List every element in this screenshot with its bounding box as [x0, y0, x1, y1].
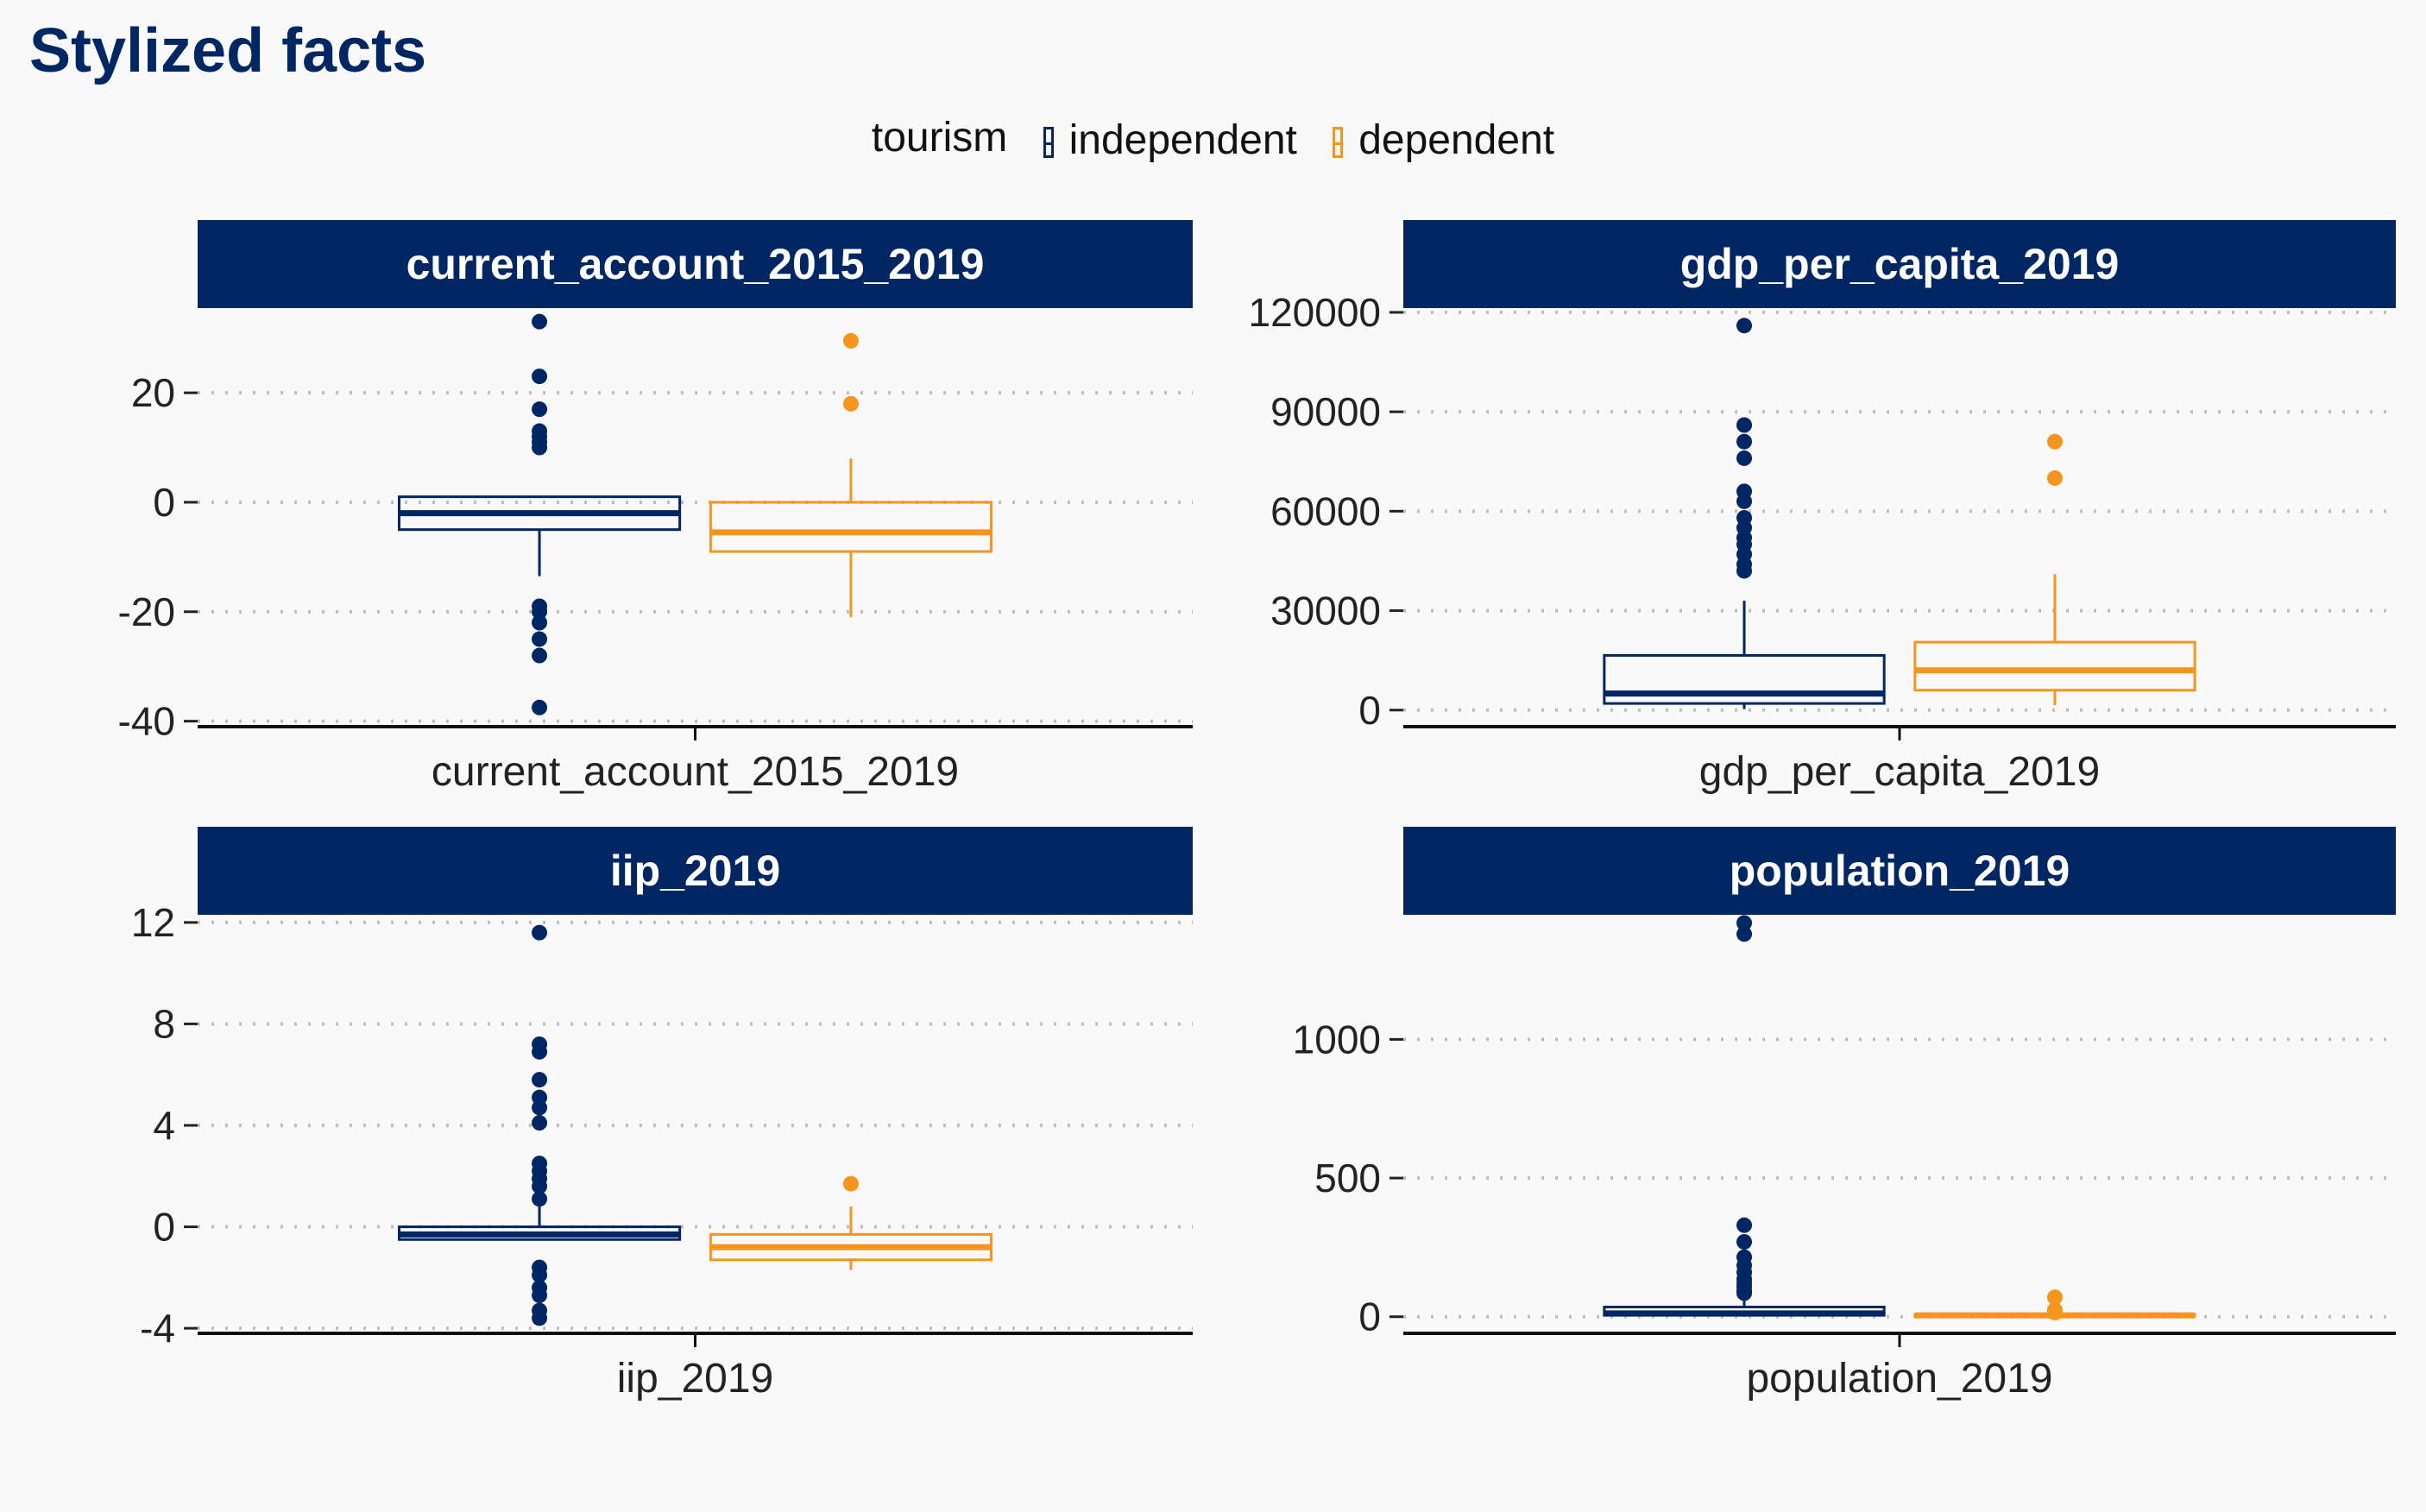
outlier-point [532, 1043, 548, 1060]
y-tick-label: 30000 [1270, 589, 1381, 633]
outlier-point [532, 401, 548, 418]
outlier-point [842, 395, 859, 412]
outlier-point [532, 924, 548, 941]
box-independent [397, 313, 682, 715]
box-dependent [709, 1175, 993, 1270]
legend-item-dependent: dependent [1333, 117, 1554, 164]
outlier-point [2046, 1289, 2063, 1306]
facet-strip-label: current_account_2015_2019 [406, 240, 985, 288]
outlier-point [532, 1072, 548, 1088]
y-tick-label: 0 [153, 1205, 175, 1250]
outlier-point [1736, 1233, 1753, 1250]
legend-key-dependent [1333, 127, 1344, 159]
box-independent [1603, 915, 1886, 1317]
facet-panel-population-2019: population_2019 0 500 1000 population_2019 [1293, 827, 2396, 1402]
y-tick-label: 500 [1314, 1156, 1381, 1200]
outlier-point [532, 439, 548, 456]
facet-strip [198, 220, 1193, 308]
box-iqr [1913, 640, 2196, 692]
outlier-point [1736, 433, 1753, 450]
y-tick-label: 0 [153, 480, 175, 525]
outlier-point [2046, 433, 2063, 450]
outlier-point [532, 614, 548, 631]
facet-strip-label: population_2019 [1730, 847, 2070, 895]
outlier-point [532, 1115, 548, 1131]
y-tick-label: 0 [1358, 1295, 1381, 1339]
y-tick-label: 120000 [1249, 290, 1382, 335]
facet-panel-gdp-per-capita-2019: gdp_per_capita_2019 0 30000 60000 90000 12000… [1249, 220, 2396, 795]
outlier-point [1736, 563, 1753, 579]
outlier-point [1736, 318, 1753, 334]
outlier-point [1736, 926, 1753, 942]
box-dependent [1913, 1289, 2196, 1320]
box-independent [397, 924, 682, 1326]
facet-panel-iip-2019: iip_2019 -4 0 4 8 12 iip_2019 [131, 827, 1193, 1402]
outlier-point [1736, 450, 1753, 466]
outlier-point [1736, 417, 1753, 433]
outlier-point [2046, 1304, 2063, 1320]
outlier-point [842, 332, 859, 349]
x-category-label: iip_2019 [617, 1356, 774, 1402]
legend-label-dependent: dependent [1358, 117, 1555, 163]
outlier-point [532, 1191, 548, 1207]
y-tick-label: 20 [131, 370, 175, 415]
legend: tourism independent dependent [0, 114, 2426, 164]
box-iqr [709, 501, 993, 553]
outlier-point [1736, 915, 1753, 931]
outlier-point [532, 369, 548, 385]
y-tick-label: 1000 [1293, 1017, 1381, 1062]
y-tick-label: 8 [153, 1001, 175, 1046]
y-tick-label: -20 [118, 589, 175, 634]
y-tick-label: -4 [140, 1306, 175, 1351]
legend-item-independent: independent [1043, 117, 1297, 164]
x-category-label: gdp_per_capita_2019 [1699, 749, 2100, 795]
box-iqr [1603, 653, 1886, 705]
outlier-point [2046, 469, 2063, 486]
y-tick-label: 90000 [1270, 389, 1381, 434]
outlier-point [532, 1310, 548, 1326]
box-dependent [709, 332, 993, 618]
outlier-point [1736, 493, 1753, 509]
x-category-label: population_2019 [1746, 1356, 2052, 1402]
facet-strip [1403, 827, 2396, 915]
facet-strip-label: gdp_per_capita_2019 [1680, 240, 2120, 288]
outlier-point [532, 1099, 548, 1116]
y-tick-label: 0 [1358, 688, 1381, 733]
facet-strip-label: iip_2019 [610, 847, 780, 895]
outlier-point [842, 1175, 859, 1192]
outlier-point [532, 1287, 548, 1303]
x-category-label: current_account_2015_2019 [432, 749, 959, 795]
outlier-point [532, 699, 548, 715]
y-tick-label: 60000 [1270, 488, 1381, 533]
outlier-point [1736, 1217, 1753, 1233]
outlier-point [532, 631, 548, 647]
outlier-point [532, 1178, 548, 1194]
outlier-point [532, 313, 548, 330]
outlier-point [532, 1267, 548, 1283]
outlier-point [532, 603, 548, 620]
legend-label-independent: independent [1068, 117, 1297, 163]
box-dependent [1913, 433, 2196, 706]
y-tick-label: -40 [118, 699, 175, 744]
outlier-point [532, 647, 548, 664]
facet-panel-current-account-2015-2019: current_account_2015_2019 -40 -20 0 20 curren… [118, 220, 1193, 795]
box-independent [1603, 318, 1886, 709]
page-title: Stylized facts [29, 16, 427, 85]
facet-strip [198, 827, 1193, 915]
legend-key-independent [1043, 127, 1054, 159]
outlier-point [1736, 1285, 1753, 1301]
y-tick-label: 12 [131, 900, 175, 945]
y-tick-label: 4 [153, 1103, 175, 1148]
facet-strip [1403, 220, 2396, 308]
legend-title: tourism [871, 115, 1008, 161]
